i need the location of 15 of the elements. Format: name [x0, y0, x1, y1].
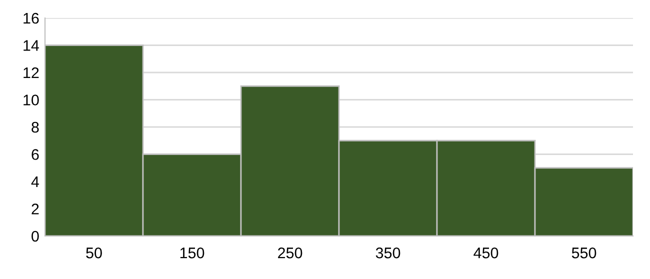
y-tick-label: 10	[24, 94, 39, 106]
x-tick-label: 250	[278, 248, 302, 258]
y-tick-label: 14	[24, 40, 39, 51]
x-tick-label: 50	[86, 248, 102, 258]
y-tick-label: 16	[24, 12, 39, 24]
x-tick-label: 150	[180, 248, 204, 258]
y-tick-label: 6	[32, 149, 39, 160]
y-tick-label: 0	[32, 230, 39, 242]
y-tick-label: 2	[32, 204, 39, 214]
y-tick-label: 4	[31, 176, 39, 188]
x-tick-label: 450	[474, 248, 498, 258]
y-tick-label: 12	[24, 67, 39, 78]
x-tick-label: 350	[376, 248, 400, 258]
x-tick-label: 550	[572, 248, 596, 258]
y-tick-label: 8	[32, 122, 39, 133]
